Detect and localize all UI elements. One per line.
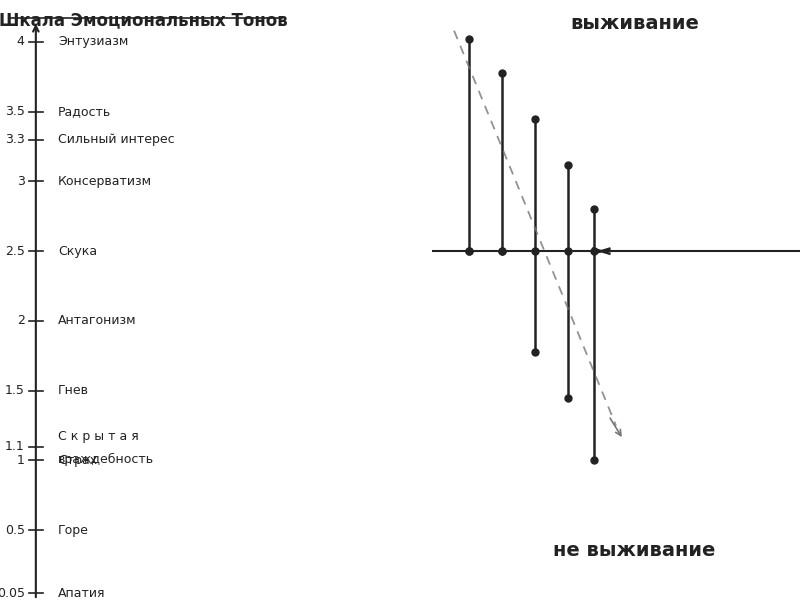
Text: 1.5: 1.5 xyxy=(5,384,25,397)
Text: Страх: Страх xyxy=(58,454,98,467)
Text: Радость: Радость xyxy=(58,105,111,118)
Text: Горе: Горе xyxy=(58,524,89,537)
Text: 3.3: 3.3 xyxy=(5,133,25,146)
Text: враждебность: враждебность xyxy=(58,452,154,466)
Text: 1.1: 1.1 xyxy=(5,440,25,453)
Text: 3: 3 xyxy=(17,175,25,188)
Text: выживание: выживание xyxy=(570,14,699,33)
Text: 2.5: 2.5 xyxy=(5,245,25,257)
Text: Энтузиазм: Энтузиазм xyxy=(58,35,129,49)
Text: 0.05: 0.05 xyxy=(0,587,25,599)
Text: не выживание: не выживание xyxy=(554,541,715,560)
Text: 3.5: 3.5 xyxy=(5,105,25,118)
Text: 0.5: 0.5 xyxy=(5,524,25,537)
Text: Гнев: Гнев xyxy=(58,384,90,397)
Text: С к р ы т а я: С к р ы т а я xyxy=(58,430,139,443)
Text: Скука: Скука xyxy=(58,245,98,257)
Text: Шкала Эмоциональных Тонов: Шкала Эмоциональных Тонов xyxy=(0,11,288,29)
Text: 4: 4 xyxy=(17,35,25,49)
Text: Сильный интерес: Сильный интерес xyxy=(58,133,175,146)
Text: Антагонизм: Антагонизм xyxy=(58,314,137,328)
Text: 1: 1 xyxy=(17,454,25,467)
Text: Апатия: Апатия xyxy=(58,587,106,599)
Text: Консерватизм: Консерватизм xyxy=(58,175,152,188)
Text: 2: 2 xyxy=(17,314,25,328)
